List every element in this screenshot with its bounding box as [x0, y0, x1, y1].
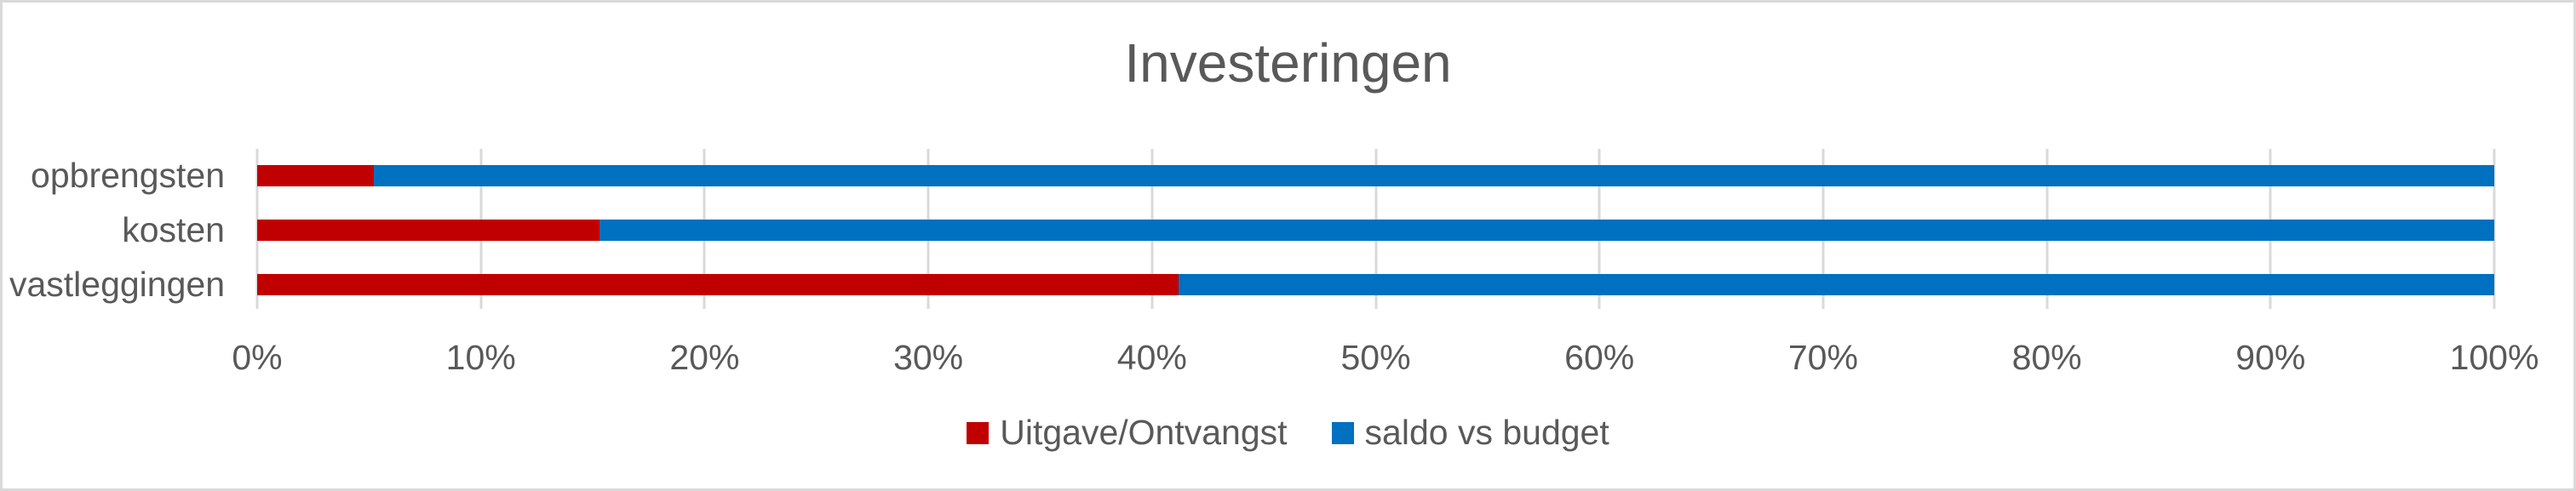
bar-segment-vastleggingen-saldo — [1179, 274, 2494, 295]
legend-item: Uitgave/Ontvangst — [967, 413, 1288, 453]
x-tick-label: 10% — [445, 338, 516, 377]
legend-item-label: Uitgave/Ontvangst — [1000, 413, 1288, 452]
x-tick-label: 50% — [1340, 338, 1411, 377]
bar-segment-kosten-saldo — [599, 220, 2494, 241]
chart-title: Investeringen — [1124, 32, 1452, 94]
bar-segment-opbrengsten-uitgave — [257, 165, 374, 186]
x-tick-label: 90% — [2235, 338, 2306, 377]
category-label-opbrengsten: opbrengsten — [31, 156, 225, 195]
plot-area: 0% 10% 20% 30% 40% 50% 60% 70% 80% 90% 100% — [232, 149, 2539, 377]
bar-segment-vastleggingen-uitgave — [257, 274, 1179, 295]
legend-color-swatch-icon — [1331, 421, 1354, 444]
x-tick-label: 70% — [1787, 338, 1858, 377]
x-tick-label: 40% — [1116, 338, 1187, 377]
x-tick-label: 0% — [232, 338, 283, 377]
bar-segment-kosten-uitgave — [257, 220, 600, 241]
legend-item-label: saldo vs budget — [1364, 413, 1609, 452]
x-tick-label: 100% — [2449, 338, 2539, 377]
x-gridline — [2493, 149, 2496, 309]
x-tick-label: 80% — [2011, 338, 2082, 377]
category-label-vastleggingen: vastleggingen — [9, 265, 225, 304]
x-tick-label: 20% — [669, 338, 740, 377]
legend-color-swatch-icon — [967, 421, 990, 444]
legend: Uitgave/Ontvangst saldo vs budget — [3, 413, 2573, 453]
legend-item: saldo vs budget — [1331, 413, 1609, 453]
bar-segment-opbrengsten-saldo — [373, 165, 2494, 186]
x-tick-label: 60% — [1564, 338, 1635, 377]
x-tick-label: 30% — [893, 338, 964, 377]
category-label-kosten: kosten — [122, 210, 225, 249]
